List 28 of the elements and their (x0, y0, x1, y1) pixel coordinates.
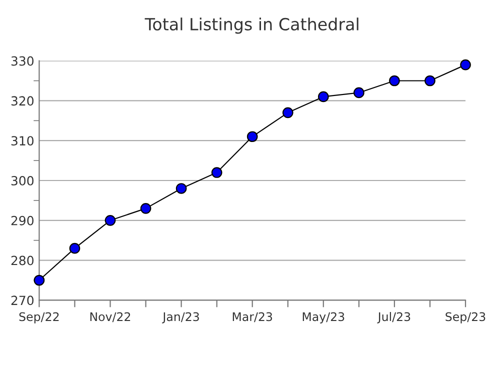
x-tick-label: Sep/23 (446, 312, 486, 324)
point (176, 183, 187, 194)
x-tick-label: Jan/23 (162, 312, 199, 324)
point (389, 75, 400, 86)
x-tick-label: Jul/23 (377, 312, 410, 324)
point (34, 274, 45, 286)
x-tick-label: May/23 (302, 312, 344, 324)
point (140, 203, 152, 214)
y-tick-label: 330 (11, 56, 34, 66)
point (69, 242, 80, 254)
x-tick-label: Mar/23 (232, 312, 272, 322)
x-tick-label: Nov/22 (90, 312, 130, 322)
point (104, 214, 116, 226)
x-tick-label: Sep/22 (19, 312, 59, 324)
chart-title: Total Listings in Cathedral (144, 18, 358, 34)
y-tick-label: 270 (11, 296, 34, 306)
y-tick-label: 320 (11, 96, 34, 106)
point (318, 91, 329, 102)
y-tick-label: 300 (11, 176, 34, 186)
y-tick-label: 280 (11, 256, 34, 266)
point (282, 107, 294, 118)
point (460, 59, 471, 70)
y-tick-label: 310 (11, 136, 34, 146)
point (211, 167, 222, 178)
point (424, 75, 436, 86)
point (354, 87, 364, 98)
point (246, 131, 258, 142)
y-tick-label: 290 (11, 216, 34, 226)
